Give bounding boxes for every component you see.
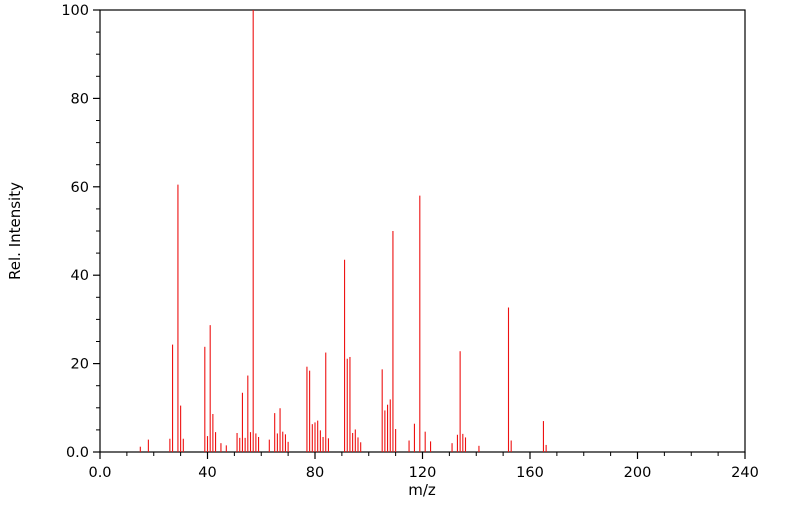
x-tick-label: 0.0 — [88, 465, 111, 481]
y-tick-label: 80 — [71, 91, 89, 107]
x-tick-label: 200 — [624, 465, 652, 481]
x-axis-label: m/z — [408, 481, 436, 499]
tick-labels: 0.0 40 80 120 160 200 240 0.0 20 40 60 80 100 — [61, 3, 759, 481]
y-tick-label: 60 — [71, 180, 89, 196]
y-tick-label: 100 — [61, 3, 89, 19]
x-tick-label: 40 — [198, 465, 216, 481]
spectrum-peaks — [139, 10, 547, 452]
x-tick-label: 160 — [516, 465, 544, 481]
x-tick-label: 80 — [306, 465, 324, 481]
y-tick-label: 40 — [71, 268, 89, 284]
y-axis-label: Rel. Intensity — [6, 182, 24, 280]
major-ticks — [93, 9, 746, 459]
y-tick-label: 0.0 — [66, 445, 89, 461]
plot-frame — [99, 9, 746, 453]
x-tick-label: 120 — [409, 465, 437, 481]
x-tick-label: 240 — [731, 465, 759, 481]
y-tick-label: 20 — [71, 357, 89, 373]
minor-ticks — [96, 31, 719, 456]
